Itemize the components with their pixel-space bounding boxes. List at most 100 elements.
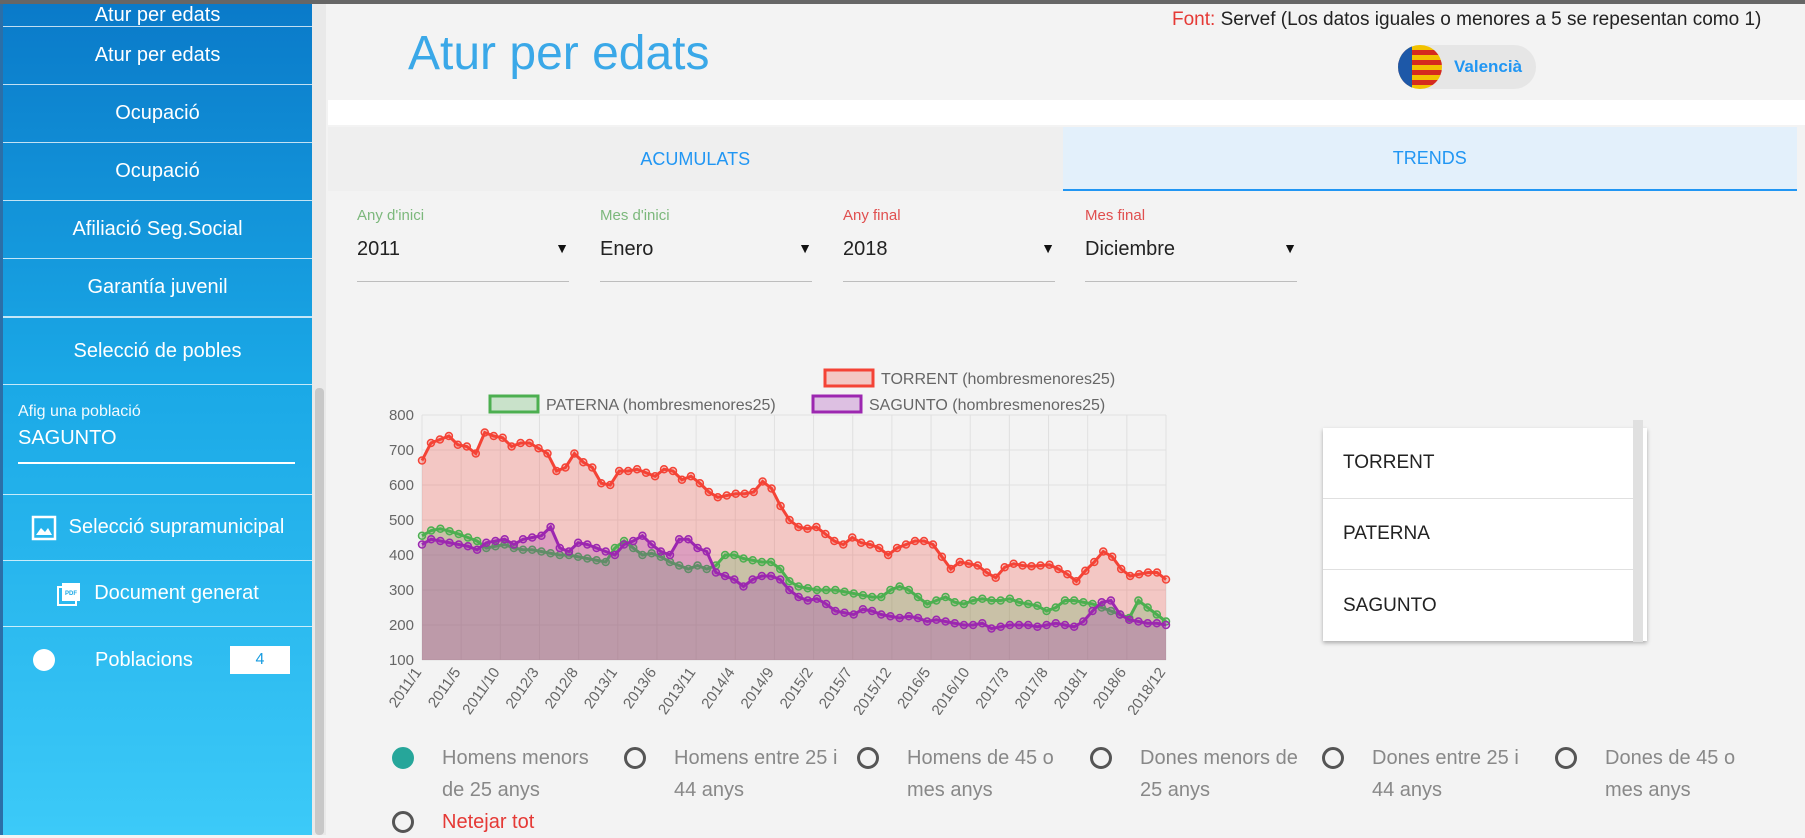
radio-circle <box>392 747 414 769</box>
radio-homens-45-mes[interactable]: Homens de 45 o mes anys <box>857 742 1077 806</box>
radio-dones-menors-25[interactable]: Dones menors de 25 anys <box>1090 742 1310 806</box>
tab-trends[interactable]: TRENDS <box>1062 127 1797 191</box>
start-year-select[interactable]: Any d'inici 2011 ▼ <box>357 207 569 282</box>
data-point <box>803 524 812 533</box>
data-point <box>982 568 991 577</box>
data-point <box>444 431 454 441</box>
radio-dones-25-44[interactable]: Dones entre 25 i 44 anys <box>1322 742 1542 806</box>
x-tick-label: 2015/2 <box>777 665 817 712</box>
data-point <box>904 585 914 595</box>
sidebar-scrollbar-thumb[interactable] <box>315 388 324 835</box>
source-label: Font: <box>1172 9 1216 30</box>
data-point <box>454 540 463 549</box>
data-point <box>883 550 893 560</box>
sidebar-item-ocupacio[interactable]: Ocupació <box>3 85 312 143</box>
list-item[interactable]: SAGUNTO <box>1343 594 1437 616</box>
end-month-select[interactable]: Mes final Diciembre ▼ <box>1085 207 1297 282</box>
radio-label: Homens de 45 o mes anys <box>907 747 1054 801</box>
tab-acumulats[interactable]: ACUMULATS <box>328 127 1063 191</box>
data-point <box>1045 560 1054 570</box>
trend-chart: 100 200 300 400 500 600 700 800 2011/1 2011/52011… <box>386 368 1171 715</box>
add-population-field[interactable]: Afig una població SAGUNTO <box>3 385 312 495</box>
data-point <box>922 599 932 609</box>
radio-circle <box>1090 747 1112 769</box>
list-scrollbar[interactable] <box>1633 420 1643 642</box>
series-line <box>421 527 1167 623</box>
data-point <box>471 449 481 458</box>
sidebar-item-atur-edats[interactable]: Atur per edats <box>3 4 312 27</box>
data-point <box>445 526 454 536</box>
data-point <box>1036 561 1045 570</box>
data-point <box>731 489 740 498</box>
data-point <box>858 591 868 600</box>
data-point <box>647 540 656 549</box>
end-year-select[interactable]: Any final 2018 ▼ <box>843 207 1055 282</box>
data-point <box>959 620 969 630</box>
x-tick-label: 2018/12 <box>1124 665 1169 715</box>
data-point <box>619 540 629 549</box>
data-point <box>647 549 656 558</box>
data-point <box>840 608 849 617</box>
data-point <box>1088 606 1097 616</box>
list-item[interactable]: PATERNA <box>1323 499 1633 570</box>
data-point <box>711 568 721 577</box>
sidebar-item-atur-edats-2[interactable]: Atur per edats <box>3 27 312 85</box>
supramunicipal-button[interactable]: Selecció supramunicipal <box>3 495 312 561</box>
x-tick-label: 2011/1 <box>386 665 426 711</box>
add-population-input[interactable]: SAGUNTO <box>18 427 295 464</box>
data-point <box>546 522 555 532</box>
data-point <box>564 547 574 556</box>
data-point <box>573 538 583 547</box>
radio-dones-45-mes[interactable]: Dones de 45 o mes anys <box>1555 742 1775 806</box>
data-point <box>453 440 463 449</box>
language-selector[interactable]: Valencià <box>1398 45 1536 89</box>
data-point <box>803 596 813 605</box>
data-point <box>537 531 546 540</box>
sidebar-item-ocupacio-2[interactable]: Ocupació <box>3 143 312 201</box>
dropdown-arrow-icon: ▼ <box>798 240 812 256</box>
x-tick-label: 2015/12 <box>850 665 895 715</box>
poblacions-row[interactable]: Poblacions 4 <box>3 627 312 693</box>
radio-homens-menors-25[interactable]: Homens menors de 25 anys <box>392 742 612 806</box>
data-point <box>803 584 813 593</box>
sidebar-item-garantia-juvenil[interactable]: Garantía juvenil <box>3 259 312 317</box>
data-point <box>739 554 748 563</box>
radio-homens-25-44[interactable]: Homens entre 25 i 44 anys <box>624 742 844 806</box>
data-point <box>463 533 473 542</box>
sidebar-item-afiliacio[interactable]: Afiliació Seg.Social <box>3 201 312 259</box>
data-point <box>1152 610 1162 619</box>
data-point <box>489 431 498 441</box>
data-point <box>928 540 938 549</box>
data-point <box>527 545 537 554</box>
legend-label: PATERNA (hombresmenores25) <box>546 397 776 414</box>
radio-netejar-tot[interactable]: Netejar tot <box>392 806 612 838</box>
list-item[interactable]: TORRENT <box>1323 428 1633 499</box>
document-button[interactable]: PDF Document generat <box>3 561 312 627</box>
data-point <box>895 613 904 623</box>
data-point <box>1014 598 1024 607</box>
data-point <box>641 468 651 477</box>
data-point <box>821 599 831 609</box>
data-point <box>462 442 472 451</box>
sidebar-item-seleccio-pobles[interactable]: Selecció de pobles <box>3 317 312 385</box>
data-point <box>950 619 959 628</box>
series-line <box>420 430 1167 584</box>
data-point <box>573 552 583 561</box>
data-point <box>1042 620 1051 630</box>
data-point <box>570 449 579 458</box>
data-point <box>677 475 687 484</box>
data-point <box>1081 566 1090 575</box>
data-point <box>1116 564 1126 574</box>
data-point <box>713 493 723 502</box>
data-point <box>693 561 702 570</box>
data-point <box>739 582 748 591</box>
end-month-label: Mes final <box>1085 207 1146 224</box>
y-tick-label: 400 <box>389 547 414 564</box>
legend-label: TORRENT (hombresmenores25) <box>881 371 1115 388</box>
data-point <box>436 524 445 533</box>
data-point <box>720 550 730 560</box>
data-point <box>892 543 902 553</box>
start-month-select[interactable]: Mes d'inici Enero ▼ <box>600 207 812 282</box>
start-month-label: Mes d'inici <box>600 207 670 224</box>
data-point <box>1005 594 1015 603</box>
